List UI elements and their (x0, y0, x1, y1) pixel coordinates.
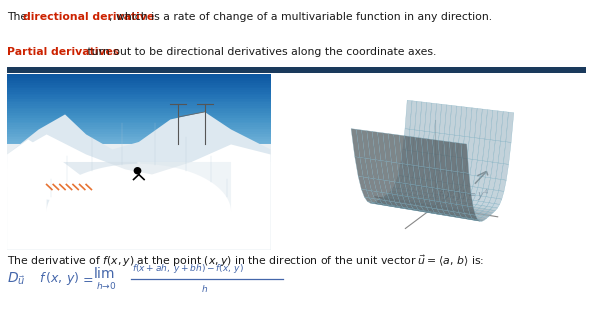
Bar (7, 143, 271, 144)
Bar (7, 144, 271, 250)
Bar (7, 150, 271, 152)
Bar (7, 144, 271, 146)
Bar (7, 94, 271, 95)
Bar (7, 125, 271, 127)
Text: $h$: $h$ (201, 283, 208, 294)
Text: $f\,(x,\,y)$: $f\,(x,\,y)$ (39, 270, 79, 287)
Polygon shape (7, 112, 271, 162)
Text: , which is a rate of change of a multivariable function in any direction.: , which is a rate of change of a multiva… (109, 12, 492, 22)
Bar (7, 131, 271, 132)
Text: © kasiatotus.fotolia.com: © kasiatotus.fotolia.com (20, 236, 107, 242)
Bar (7, 134, 271, 136)
Circle shape (134, 168, 141, 174)
Polygon shape (7, 140, 107, 205)
Text: $h\!\to\!0$: $h\!\to\!0$ (96, 280, 117, 291)
Bar (7, 148, 271, 150)
Text: The: The (7, 12, 31, 22)
Bar (7, 160, 271, 162)
Bar (7, 92, 271, 94)
Bar (7, 106, 271, 108)
Bar (7, 139, 271, 141)
Bar (7, 97, 271, 99)
Bar (7, 122, 271, 123)
Bar (7, 157, 271, 158)
Bar (7, 129, 271, 131)
Bar (7, 109, 271, 111)
Polygon shape (7, 135, 271, 250)
Text: $f(x+ah,\;y+bh)-f(x,\,y)$: $f(x+ah,\;y+bh)-f(x,\,y)$ (132, 262, 244, 275)
Text: turn out to be directional derivatives along the coordinate axes.: turn out to be directional derivatives a… (84, 47, 437, 57)
Text: $D_{\vec{u}}$: $D_{\vec{u}}$ (7, 270, 25, 287)
Bar (7, 115, 271, 117)
Bar (7, 113, 271, 115)
Bar (7, 74, 271, 76)
Bar (7, 146, 271, 148)
Bar (7, 99, 271, 101)
Bar (7, 132, 271, 134)
Bar (7, 108, 271, 109)
Bar (7, 85, 271, 87)
Bar (7, 117, 271, 118)
Bar (7, 141, 271, 143)
Text: $=$: $=$ (79, 272, 94, 285)
Bar (7, 90, 271, 92)
Bar (7, 82, 271, 83)
Text: $\mathrm{lim}$: $\mathrm{lim}$ (93, 266, 115, 281)
Bar (7, 83, 271, 85)
Text: directional derivative: directional derivative (23, 12, 155, 22)
Text: Partial derivatives: Partial derivatives (7, 47, 120, 57)
Bar (7, 88, 271, 90)
Bar (7, 76, 271, 78)
Polygon shape (140, 162, 231, 212)
Bar (7, 95, 271, 97)
Bar (7, 137, 271, 139)
Bar (7, 153, 271, 155)
Bar (7, 152, 271, 153)
Bar (7, 80, 271, 82)
Bar (7, 120, 271, 122)
Bar (7, 87, 271, 88)
Bar (7, 155, 271, 157)
Text: The derivative of $f(x,y)$ at the point $(x,y)$ in the direction of the unit vec: The derivative of $f(x,y)$ at the point … (7, 254, 484, 269)
Bar (7, 104, 271, 106)
Polygon shape (47, 162, 137, 212)
Bar (7, 127, 271, 129)
Bar (7, 101, 271, 102)
Bar (7, 158, 271, 160)
Bar (7, 136, 271, 137)
Bar (7, 111, 271, 113)
Bar (7, 123, 271, 125)
Bar (7, 118, 271, 120)
Bar (7, 78, 271, 80)
Bar (7, 102, 271, 104)
